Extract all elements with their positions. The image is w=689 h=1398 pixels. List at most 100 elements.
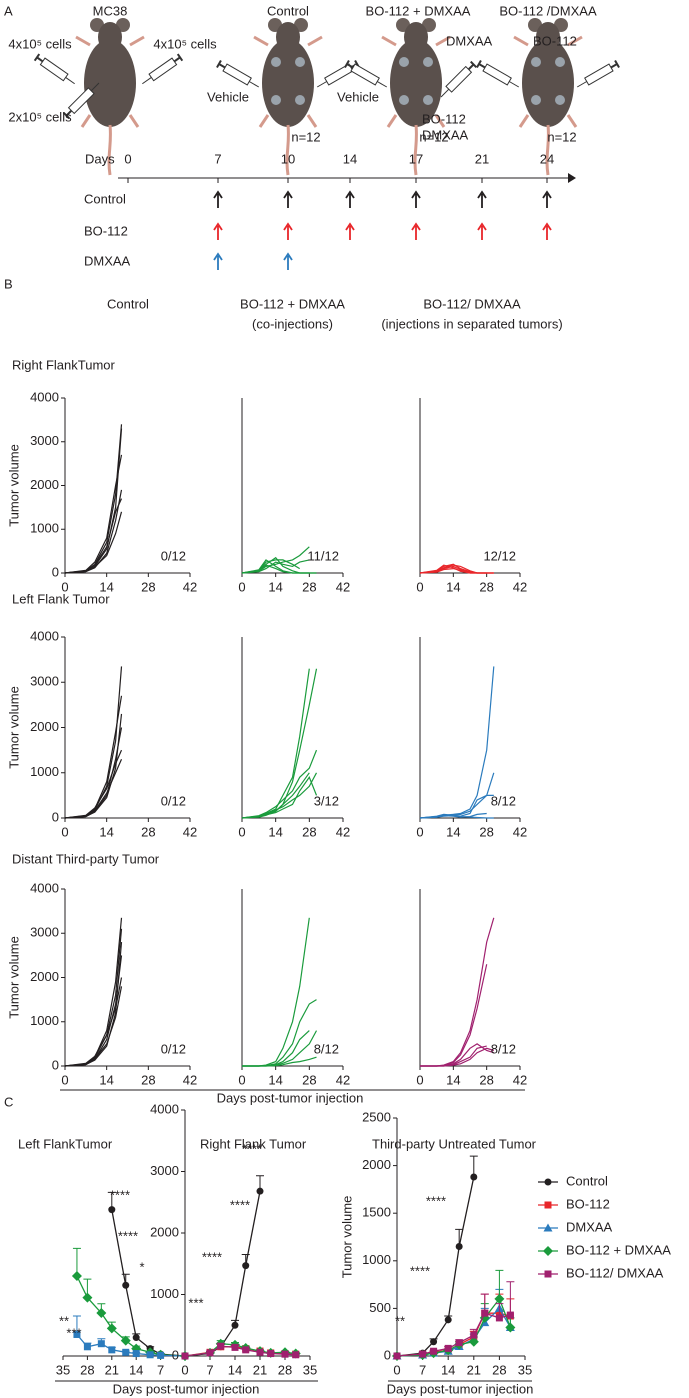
day-label: 10 [281, 151, 295, 166]
data-point [146, 1351, 154, 1359]
syringe [343, 59, 390, 92]
chart-title: Left FlankTumor [18, 1136, 113, 1151]
cell-count: 2x10⁵ cells [8, 109, 72, 124]
data-point [267, 1350, 275, 1358]
data-point [430, 1347, 438, 1355]
x-tick-label: 14 [268, 824, 282, 839]
x-tick-label: 28 [141, 1072, 155, 1087]
syringe [437, 60, 478, 101]
group-size: n=12 [547, 129, 576, 144]
chart-title: Right Flank Tumor [200, 1136, 307, 1151]
x-tick-label: 14 [99, 579, 113, 594]
syringe [314, 59, 361, 92]
x-tick-label: 42 [336, 824, 350, 839]
significance: *** [188, 1295, 203, 1310]
dose-arrow [411, 222, 421, 240]
group-size: n=12 [291, 129, 320, 144]
x-tick-label: 42 [336, 1072, 350, 1087]
legend-label: BO-112 [566, 1196, 610, 1211]
column-title: (co-injections) [252, 316, 333, 331]
data-point [71, 1271, 82, 1282]
vehicle-label: Vehicle [337, 89, 379, 104]
group-size: n=12 [419, 129, 448, 144]
y-tick-label: 1000 [150, 1286, 179, 1301]
y-tick-label: 2000 [30, 477, 59, 492]
x-tick-label: 0 [61, 579, 68, 594]
legend-label: BO-112 + DMXAA [566, 1242, 671, 1257]
y-axis-label: Tumor volume [6, 936, 21, 1019]
x-tick-label: 28 [141, 579, 155, 594]
y-tick-label: 4000 [30, 389, 59, 404]
data-point [157, 1351, 165, 1359]
dose-arrow [477, 222, 487, 240]
x-tick-label: 0 [181, 1362, 188, 1377]
y-tick-label: 3000 [30, 433, 59, 448]
data-point [256, 1348, 264, 1356]
data-point [256, 1187, 264, 1195]
schedule-label: DMXAA [84, 253, 131, 268]
significance: **** [118, 1228, 138, 1243]
x-tick-label: 0 [61, 1072, 68, 1087]
row-title: Right FlankTumor [12, 357, 115, 372]
series-line [242, 917, 310, 1067]
x-tick-label: 28 [302, 1072, 316, 1087]
data-point [430, 1338, 438, 1346]
x-tick-label: 28 [141, 824, 155, 839]
series-line [241, 668, 318, 819]
fraction-label: 8/12 [314, 1041, 339, 1056]
x-tick-label: 28 [302, 579, 316, 594]
data-point [120, 1335, 131, 1346]
data-point [393, 1352, 401, 1360]
day-label: 0 [124, 151, 131, 166]
timeline-arrowhead [568, 173, 576, 183]
y-tick-label: 2000 [30, 719, 59, 734]
series-line [396, 1176, 475, 1357]
dose-arrow [345, 190, 355, 208]
data-point [231, 1321, 239, 1329]
dose-arrow [542, 222, 552, 240]
chart-title: Third-party Untreated Tumor [372, 1136, 537, 1151]
x-tick-label: 14 [441, 1362, 455, 1377]
series-line [419, 666, 495, 819]
data-point [281, 1350, 289, 1358]
data-point [108, 1346, 116, 1354]
series-line [64, 955, 123, 1067]
group-title: MC38 [93, 3, 128, 18]
injection-label: DMXAA [422, 127, 469, 142]
legend-label: BO-112/ DMXAA [566, 1265, 664, 1280]
syringe [574, 59, 621, 92]
day-label: 14 [343, 151, 357, 166]
panel-label: C [4, 1094, 13, 1109]
x-tick-label: 28 [479, 824, 493, 839]
significance: *** [66, 1325, 81, 1340]
x-tick-label: 21 [467, 1362, 481, 1377]
y-tick-label: 4000 [150, 1101, 179, 1116]
column-title: Control [107, 296, 149, 311]
series-line [420, 964, 488, 1067]
series-line [396, 1312, 511, 1357]
x-axis-label: Days post-tumor injection [113, 1381, 260, 1396]
x-tick-label: 0 [393, 1362, 400, 1377]
data-point [505, 1322, 516, 1333]
series-line [64, 727, 123, 819]
data-point [83, 1343, 91, 1351]
x-tick-label: 0 [416, 579, 423, 594]
day-label: 17 [409, 151, 423, 166]
injection-label: BO-112 [533, 33, 577, 48]
data-point [470, 1173, 478, 1181]
vehicle-label: Vehicle [207, 89, 249, 104]
significance: **** [202, 1249, 222, 1264]
fraction-label: 8/12 [491, 793, 516, 808]
fraction-label: 0/12 [161, 548, 186, 563]
day-label: 21 [475, 151, 489, 166]
data-point [217, 1342, 225, 1350]
x-tick-label: 0 [61, 824, 68, 839]
x-tick-label: 14 [268, 579, 282, 594]
data-point [444, 1316, 452, 1324]
x-axis-label: Days post-tumor injection [217, 1090, 364, 1105]
significance: **** [410, 1263, 430, 1278]
y-tick-label: 4000 [30, 628, 59, 643]
significance: **** [242, 1141, 262, 1156]
data-point [292, 1351, 300, 1359]
y-tick-label: 3000 [30, 925, 59, 940]
